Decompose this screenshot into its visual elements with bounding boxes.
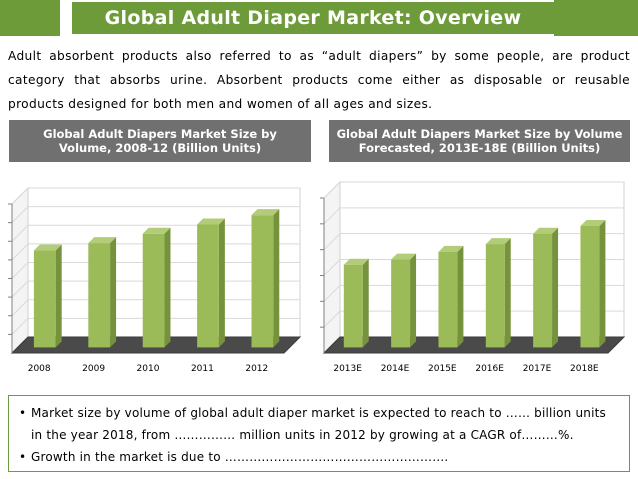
x-tick-label: 2008 <box>28 364 51 374</box>
bar <box>88 243 111 348</box>
bar-top <box>197 218 225 225</box>
bar <box>533 233 553 348</box>
gridline <box>323 310 624 328</box>
x-tick-label: 2012 <box>245 364 268 374</box>
chart-2: 2013E 2014E 2015E 2016E 2017E 2018E <box>320 180 626 374</box>
gridline <box>323 233 624 251</box>
x-tick-label: 2013E <box>333 364 362 374</box>
gridline <box>323 207 624 225</box>
bar <box>485 244 505 348</box>
bar <box>197 224 219 348</box>
bar <box>251 215 274 348</box>
gridline <box>323 284 624 302</box>
bar-side <box>362 258 369 348</box>
bar-top <box>142 227 171 234</box>
title-bar: Global Adult Diaper Market: Overview <box>0 0 638 36</box>
bar-top <box>485 238 511 245</box>
bar-top <box>33 244 62 251</box>
plot-floor <box>322 336 626 354</box>
page-title: Global Adult Diaper Market: Overview <box>104 7 522 29</box>
bar-side <box>599 219 606 348</box>
chart-1: 2008 2009 2010 2011 2012 <box>8 186 302 374</box>
bar-top <box>251 209 280 216</box>
chart-1-header: Global Adult Diapers Market Size by Volu… <box>9 120 311 162</box>
x-tick-label: 2010 <box>137 364 160 374</box>
bar <box>580 225 600 348</box>
title-banner: Global Adult Diaper Market: Overview <box>72 2 554 34</box>
title-accent-right <box>554 0 638 36</box>
bar-side <box>504 238 511 348</box>
bar-side <box>273 209 280 348</box>
bar-side <box>552 227 559 348</box>
x-tick-label: 2017E <box>523 364 552 374</box>
x-tick-label: 2014E <box>381 364 410 374</box>
bar-side <box>55 244 62 348</box>
gridline <box>323 181 624 199</box>
bar-side <box>410 253 417 348</box>
insights-box: Market size by volume of global adult di… <box>8 395 630 472</box>
bar-top <box>391 253 417 260</box>
x-tick-label: 2016E <box>475 364 504 374</box>
bar-top <box>533 227 559 234</box>
bar <box>33 250 56 348</box>
x-tick-label: 2009 <box>82 364 105 374</box>
x-tick-label: 2015E <box>428 364 457 374</box>
gridline <box>11 206 300 223</box>
intro-paragraph: Adult absorbent products also referred t… <box>8 49 630 111</box>
bar <box>391 259 411 348</box>
title-accent-left <box>0 0 60 36</box>
bar-top <box>580 219 606 226</box>
gridline <box>11 187 300 205</box>
x-tick-label: 2018E <box>570 364 599 374</box>
bullet-item: Market size by volume of global adult di… <box>19 402 621 446</box>
bullet-item: Growth in the market is due to ………………………… <box>19 446 621 468</box>
bar <box>438 251 458 348</box>
gridline <box>323 259 624 276</box>
bar-side <box>218 218 225 348</box>
bar-top <box>88 237 117 244</box>
chart-2-header: Global Adult Diapers Market Size by Volu… <box>329 120 630 162</box>
bar <box>343 264 363 348</box>
x-tick-label: 2011 <box>191 364 214 374</box>
bar-top <box>438 245 464 252</box>
bar-top <box>343 258 369 265</box>
bar <box>142 233 165 348</box>
bar-side <box>164 227 171 348</box>
bar-side <box>110 237 117 348</box>
bar-side <box>457 245 464 348</box>
